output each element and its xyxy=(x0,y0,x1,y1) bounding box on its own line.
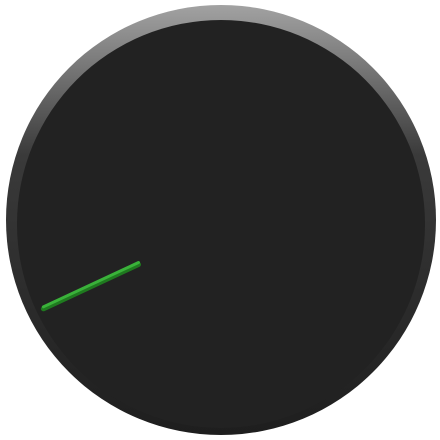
knob-indicator-needle xyxy=(41,261,140,309)
knob-indicator-shadow xyxy=(40,262,141,312)
knob-face xyxy=(17,20,425,428)
